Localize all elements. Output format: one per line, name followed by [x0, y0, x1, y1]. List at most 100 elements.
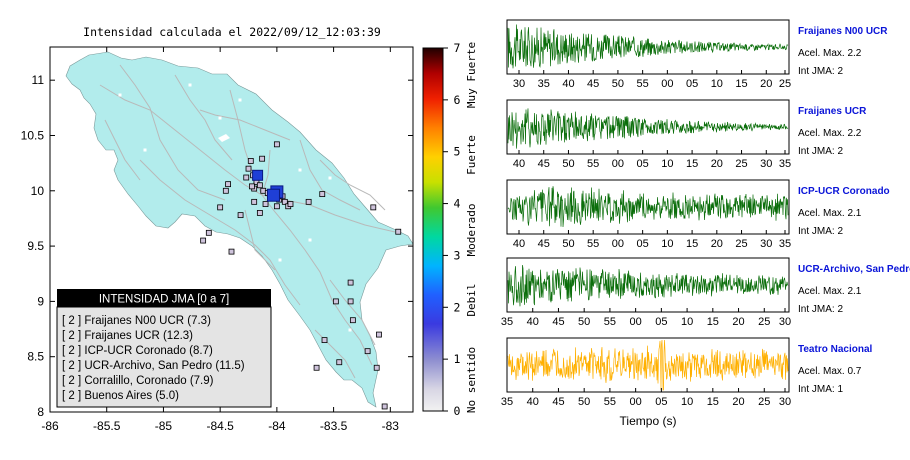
map-y-tick-label: 9.5 [27, 239, 44, 253]
legend-item: [ 2 ] ICP-UCR Coronado (8.7) [62, 345, 213, 357]
waveform-x-tick-label: 05 [655, 316, 667, 328]
waveform-x-tick-label: 30 [513, 78, 525, 90]
waveform-panel: 30 35 40 45 50 55 00 05 10 15 20 25 Fraijanes N00 UC… [506, 19, 888, 90]
waveform-x-tick-label: 00 [661, 78, 673, 90]
station-marker [281, 198, 288, 205]
waveform-x-tick-label: 10 [711, 78, 723, 90]
waveform-x-tick-label: 25 [735, 158, 747, 170]
station-jma-intensity: Int JMA: 1 [798, 384, 843, 395]
town-dot [328, 176, 332, 180]
waveform-x-tick-label: 10 [661, 238, 673, 250]
station-marker [347, 298, 354, 305]
waveform-x-tick-label: 15 [707, 316, 719, 328]
colorbar-gradient [422, 47, 444, 412]
waveform-x-tick-label: 15 [707, 396, 719, 408]
road-network [99, 64, 396, 379]
waveform-x-tick-label: 55 [587, 238, 599, 250]
station-marker [259, 155, 266, 162]
waveform-x-tick-label: 50 [562, 158, 574, 170]
map-title: Intensidad calculada el 2022/09/12_12:03… [83, 25, 381, 39]
waveform-x-tick-label: 40 [527, 396, 539, 408]
waveform-x-tick-label: 30 [760, 238, 772, 250]
station-name: Fraijanes N00 UCR [798, 26, 888, 37]
waveform-x-tick-label: 25 [779, 78, 791, 90]
waveform-trace [507, 186, 789, 228]
station-marker [364, 348, 371, 355]
waveform-x-tick-label: 25 [758, 396, 770, 408]
station-marker [347, 279, 354, 286]
waveform-x-tick-label: 25 [758, 316, 770, 328]
station-marker [313, 364, 320, 371]
colorbar-category-label: No sentido [465, 347, 478, 413]
colorbar-tick-label: 5 [454, 145, 461, 159]
waveform-x-tick-label: 50 [562, 238, 574, 250]
colorbar-tick-label: 1 [454, 352, 461, 366]
legend-header: INTENSIDAD JMA [0 a 7] [99, 294, 229, 306]
waveform-x-tick-label: 15 [686, 238, 698, 250]
epicenter-marker [252, 169, 264, 181]
station-marker [395, 228, 402, 235]
colorbar-labels: No sentido Debil Moderado Fuerte Muy Fuerte [465, 42, 478, 413]
waveform-x-tick-label: 05 [655, 396, 667, 408]
town-dot [298, 168, 302, 172]
colorbar-ticks: 0 1 2 3 4 5 6 7 [443, 41, 461, 418]
waveform-panel: 40 45 50 55 00 05 10 15 20 25 30 35 ICP-UCR Coronado… [506, 179, 890, 250]
waveform-x-tick-label: 00 [630, 316, 642, 328]
station-marker [376, 331, 382, 338]
station-marker [336, 359, 343, 366]
waveform-x-tick-label: 40 [513, 158, 525, 170]
waveform-x-tick-label: 30 [779, 396, 791, 408]
legend-items: [ 2 ] Fraijanes N00 UCR (7.3) [ 2 ] Fraij… [62, 315, 245, 402]
colorbar-tick-label: 0 [454, 404, 461, 418]
station-marker [251, 198, 258, 205]
waveform-x-tick-label: 25 [735, 238, 747, 250]
station-marker [243, 174, 250, 181]
waveform-trace [507, 339, 789, 391]
waveform-panels: 30 35 40 45 50 55 00 05 10 15 20 25 Fraijanes N00 UC… [501, 19, 910, 428]
station-marker [319, 191, 326, 198]
town-dot [118, 93, 122, 97]
station-marker [321, 337, 328, 344]
colorbar-tick-label: 6 [454, 93, 461, 107]
station-marker [225, 181, 231, 188]
waveform-x-tick-label: 35 [501, 396, 513, 408]
lake-arenal [218, 134, 230, 142]
station-marker [205, 229, 212, 236]
town-dot [348, 328, 352, 332]
epicenter-markers [252, 169, 284, 202]
station-marker [249, 183, 255, 190]
map-y-tick-label: 9 [37, 294, 44, 308]
station-marker [332, 298, 339, 305]
station-marker [245, 165, 252, 172]
waveform-trace [507, 264, 789, 307]
map-y-tick-label: 10.5 [21, 128, 45, 142]
waveform-x-tick-label: 35 [779, 158, 791, 170]
waveform-x-tick-label: 50 [578, 396, 590, 408]
waveform-trace [507, 108, 789, 149]
waveform-x-tick-label: 30 [760, 158, 772, 170]
colorbar-category-label: Moderado [465, 204, 478, 257]
waveform-x-tick-label: 40 [527, 316, 539, 328]
map-x-tick-label: -84.5 [206, 419, 234, 433]
colorbar-tick-label: 4 [454, 197, 461, 211]
waveform-x-tick-label: 20 [732, 316, 744, 328]
waveform-x-tick-label: 20 [711, 238, 723, 250]
town-dot [143, 148, 147, 152]
waveform-x-tick-label: 05 [686, 78, 698, 90]
waveform-trace [507, 24, 789, 69]
waveform-x-tick-label: 20 [732, 396, 744, 408]
map-x-tick-label: -86 [41, 419, 59, 433]
waveform-x-tick-label: 00 [612, 238, 624, 250]
station-marker [381, 403, 388, 410]
waveform-x-tick-label: 20 [760, 78, 772, 90]
station-jma-intensity: Int JMA: 2 [798, 304, 843, 315]
waveform-x-tick-label: 15 [686, 158, 698, 170]
map-x-tick-label: -83.5 [320, 419, 348, 433]
station-marker [256, 182, 263, 189]
intensity-colorbar: 0 1 2 3 4 5 6 7 No sentido Debil Moderado Fuerte Mu… [422, 41, 478, 418]
station-marker [222, 187, 229, 194]
legend-item: [ 2 ] Corralillo, Coronado (7.9) [62, 375, 214, 387]
station-marker [370, 204, 377, 211]
waveform-x-tick-label: 10 [681, 396, 693, 408]
waveform-x-tick-label: 45 [552, 396, 564, 408]
